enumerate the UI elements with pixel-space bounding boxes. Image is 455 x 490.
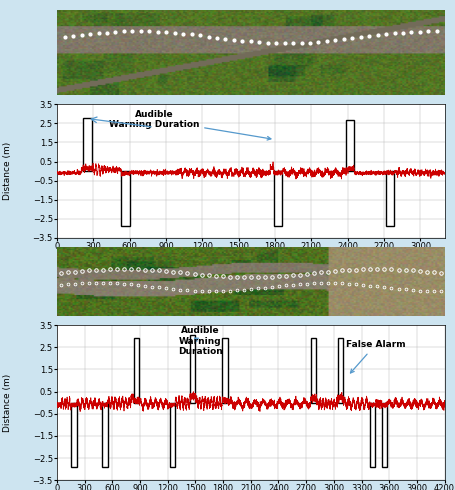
- Bar: [346, 121, 354, 171]
- Bar: [71, 403, 77, 467]
- Bar: [310, 339, 316, 403]
- Y-axis label: Accumulative Lateral
Distance (m): Accumulative Lateral Distance (m): [0, 355, 12, 451]
- X-axis label: Distance (m): Distance (m): [221, 252, 279, 262]
- Bar: [102, 403, 107, 467]
- Bar: [121, 171, 129, 226]
- Text: Audible
Warning
Duration: Audible Warning Duration: [177, 326, 222, 356]
- Text: Audible
Warning Duration: Audible Warning Duration: [108, 110, 270, 140]
- Bar: [273, 171, 281, 226]
- Y-axis label: Accumulative Lateral
Distance (m): Accumulative Lateral Distance (m): [0, 123, 12, 219]
- Bar: [222, 339, 227, 403]
- Text: False Alarm: False Alarm: [345, 340, 404, 373]
- Bar: [133, 339, 139, 403]
- Bar: [381, 403, 387, 467]
- Bar: [369, 403, 374, 467]
- Bar: [83, 118, 91, 171]
- Bar: [169, 403, 175, 467]
- Bar: [189, 335, 195, 403]
- Bar: [385, 171, 394, 226]
- Bar: [337, 339, 342, 403]
